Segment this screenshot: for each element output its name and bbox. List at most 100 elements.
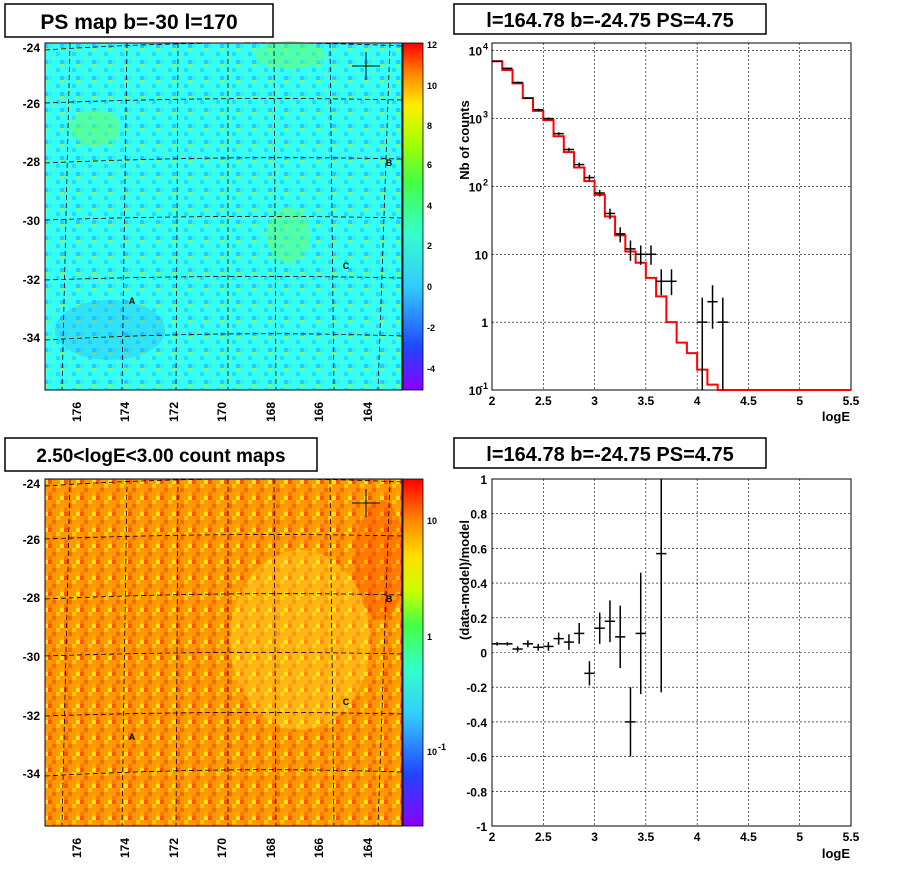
spectrum-xtick: 5 (796, 394, 803, 408)
colorbar-tick: 10 (427, 747, 437, 757)
residual-xlabel: logE (822, 846, 850, 861)
residual-ytick: 0.2 (470, 612, 487, 626)
colorbar-tick: 2 (427, 241, 432, 251)
residual-ylabel: (data-model)/model (457, 520, 472, 640)
map-bottom-ytick: -24 (23, 477, 41, 491)
map-top-x-ticks: 176 174 172 170 168 166 164 (70, 402, 375, 422)
residual-grid (492, 479, 851, 826)
map-bottom-xtick: 176 (70, 838, 84, 858)
map-bottom-grid (44, 478, 403, 827)
residual-ticks: 1 0.8 0.6 0.4 0.2 0 -0.2 -0.4 -0.6 -0.8 -12 2.5 3 3.5… (466, 473, 859, 844)
residual-ytick: -0.6 (466, 751, 487, 765)
map-bottom-ytick: -32 (23, 709, 41, 723)
map-bottom-xtick: 168 (264, 838, 278, 858)
map-top-colorbar-ticks: 12 10 8 6 4 2 0 -2 -4 (427, 40, 437, 374)
spectrum-xtick: 4.5 (740, 394, 757, 408)
spectrum-model-histogram (492, 60, 851, 391)
residual-title: l=164.78 b=-24.75 PS=4.75 (486, 444, 733, 466)
spectrum-ytick: 1 (481, 316, 488, 330)
residual-point (656, 479, 667, 693)
residual-point (625, 687, 636, 757)
map-bottom-colorbar (402, 478, 424, 827)
residual-ytick: 0.6 (470, 542, 487, 556)
spectrum-xtick: 2.5 (535, 394, 552, 408)
map-top-ytick: -34 (23, 331, 41, 345)
colorbar-tick: 8 (427, 121, 432, 131)
spectrum-point (512, 81, 523, 84)
map-top-ytick: -26 (23, 97, 41, 111)
spectrum-xlabel: logE (822, 409, 850, 424)
residual-point (512, 646, 523, 652)
colorbar-tick: 6 (427, 160, 432, 170)
spectrum-point (635, 245, 646, 265)
map-bottom-ytick: -26 (23, 533, 41, 547)
map-bottom-x-ticks: 176 174 172 170 168 166 164 (70, 838, 375, 858)
residual-title-box (453, 437, 767, 469)
residual-ytick: 0.8 (470, 508, 487, 522)
map-bottom-panel: 2.50<logE<3.00 count maps A B C (4, 437, 446, 858)
residual-xtick: 2.5 (535, 830, 552, 844)
spectrum-point (492, 60, 503, 62)
map-top-y-ticks: -24 -26 -28 -30 -32 -34 (23, 41, 41, 345)
map-bottom-title: 2.50<logE<3.00 count maps (36, 446, 285, 467)
colorbar-tick: -2 (427, 323, 435, 333)
map-top-xtick: 174 (118, 402, 132, 422)
residual-ytick: 0 (480, 647, 487, 661)
spectrum-point (656, 269, 667, 296)
residual-ytick: -0.4 (466, 716, 487, 730)
residual-point (543, 642, 554, 651)
map-top-source-b: B (386, 158, 393, 168)
spectrum-data-points (492, 60, 728, 390)
spectrum-xtick: 4 (694, 394, 701, 408)
map-bottom-hotspot (230, 550, 370, 730)
colorbar-tick: 10 (427, 81, 437, 91)
map-top-xtick: 176 (70, 402, 84, 422)
spectrum-ytick-exponent: 4 (483, 42, 488, 52)
colorbar-tick-exponent: -1 (438, 742, 446, 752)
map-bottom-xtick: 164 (361, 838, 375, 858)
map-top-ytick: -32 (23, 273, 41, 287)
residual-point (574, 623, 585, 644)
spectrum-xtick: 5.5 (843, 394, 860, 408)
spectrum-point (645, 245, 657, 265)
map-bottom-colorbar-ticks: 10 1 10 -1 (427, 516, 446, 757)
residual-xtick: 3 (591, 830, 598, 844)
residual-xtick: 4.5 (740, 830, 757, 844)
spectrum-ylabel: Nb of counts (457, 100, 472, 179)
spectrum-model-line (492, 60, 851, 391)
residual-point (584, 661, 595, 686)
map-bottom-xtick: 172 (167, 838, 181, 858)
spectrum-plot-area (491, 42, 852, 391)
map-top-xtick: 170 (215, 402, 229, 422)
spectrum-point (533, 108, 544, 111)
spectrum-point (543, 117, 554, 120)
residual-point (502, 642, 513, 646)
residual-point (594, 612, 605, 644)
residual-point (492, 642, 503, 646)
spectrum-point (584, 174, 595, 181)
residual-ytick: -0.8 (466, 785, 487, 799)
spectrum-ytick-exponent: 2 (483, 177, 488, 187)
colorbar-tick: 4 (427, 201, 432, 211)
map-bottom-ytick: -34 (23, 767, 41, 781)
residual-point (635, 572, 646, 695)
map-top-ytick: -30 (23, 214, 41, 228)
residual-point (604, 600, 616, 643)
residual-point (522, 640, 534, 648)
spectrum-ytick: 10 (469, 45, 483, 59)
residual-ytick: -0.2 (466, 681, 487, 695)
map-top-title: PS map b=-30 l=170 (40, 11, 237, 34)
residual-ytick: 1 (480, 473, 487, 487)
map-top-cursor-cross (352, 52, 380, 80)
map-bottom-ytick: -30 (23, 650, 41, 664)
spectrum-ytick-exponent: -1 (480, 381, 488, 391)
spectrum-point (553, 132, 564, 136)
map-top-xtick: 168 (264, 402, 278, 422)
spectrum-point (625, 240, 636, 261)
map-bottom-hotspot (355, 500, 405, 620)
map-bottom-xtick: 170 (215, 838, 229, 858)
colorbar-tick: 10 (427, 516, 437, 526)
residual-ytick: 0.4 (470, 577, 487, 591)
spectrum-ytick: 10 (469, 384, 483, 398)
